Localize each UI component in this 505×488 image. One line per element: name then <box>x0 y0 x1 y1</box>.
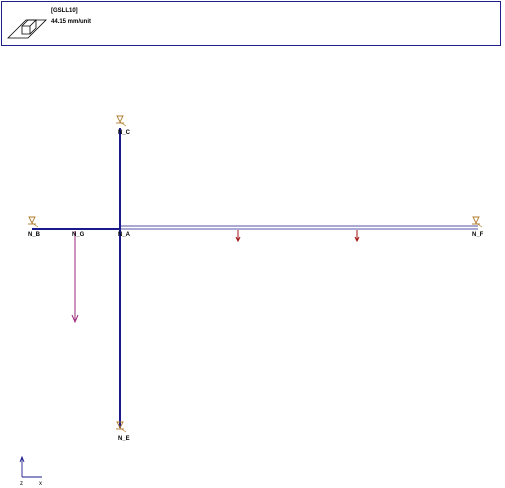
deflection-arrow-head <box>71 314 79 324</box>
load-arrow-2-head <box>354 236 360 243</box>
node-label-n-e: N_E <box>118 436 130 442</box>
axis-label-z: z <box>20 481 23 487</box>
support-icon-n-e <box>116 421 127 433</box>
node-label-n-f: N_F <box>472 232 484 238</box>
shell-section-icon <box>7 19 47 39</box>
axis-label-x: x <box>39 481 42 487</box>
support-icon-n-b <box>28 216 39 228</box>
load-arrow-1-head <box>235 236 241 243</box>
node-label-n-c: N_C <box>118 130 131 136</box>
deformation-scale-label: 44.15 mm/unit <box>51 19 92 25</box>
node-label-n-g: N_G <box>72 232 85 238</box>
support-icon-n-f <box>472 216 483 228</box>
node-label-n-b: N_B <box>28 232 41 238</box>
support-icon-n-c <box>116 115 127 127</box>
load-case-label: [GSLL10] <box>51 8 78 14</box>
node-label-n-a: N_A <box>118 232 131 238</box>
axis-triad: z x <box>19 455 42 487</box>
legend-panel: [GSLL10] 44.15 mm/unit <box>1 1 501 46</box>
